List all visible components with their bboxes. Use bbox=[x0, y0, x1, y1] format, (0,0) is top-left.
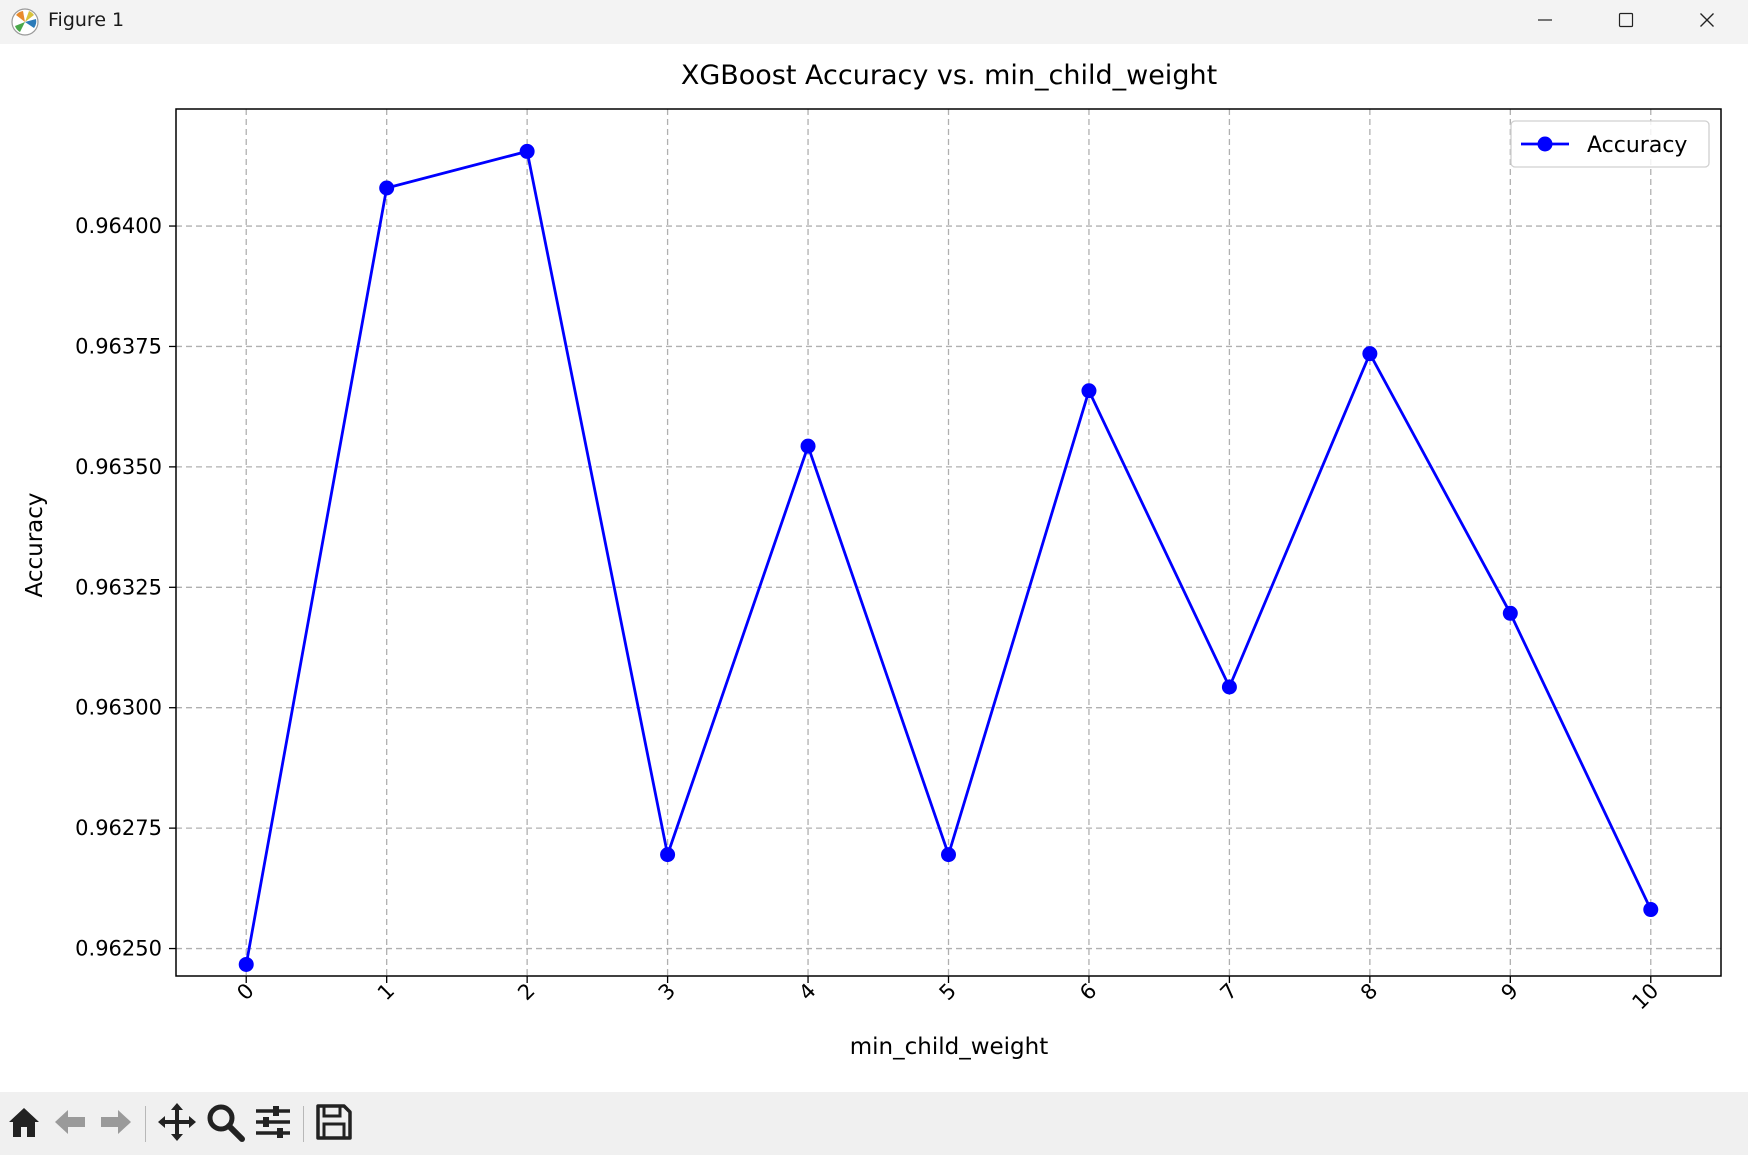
maximize-icon bbox=[1618, 12, 1634, 28]
x-tick-label: 0 bbox=[232, 979, 258, 1005]
data-point bbox=[660, 847, 676, 863]
data-point bbox=[238, 956, 254, 972]
zoom-button[interactable] bbox=[203, 1100, 247, 1144]
x-tick-label: 4 bbox=[794, 979, 820, 1005]
toolbar-separator bbox=[145, 1106, 146, 1142]
matplotlib-logo-icon bbox=[11, 8, 39, 36]
x-tick-label: 9 bbox=[1496, 979, 1522, 1005]
x-tick-label: 2 bbox=[513, 979, 539, 1005]
configure-subplots-icon bbox=[256, 1106, 290, 1138]
legend-marker bbox=[1537, 136, 1553, 152]
back-arrow-icon bbox=[55, 1110, 85, 1134]
forward-button[interactable] bbox=[94, 1100, 138, 1144]
window-title: Figure 1 bbox=[48, 9, 125, 31]
y-tick-label: 0.96300 bbox=[75, 696, 162, 720]
y-axis-label: Accuracy bbox=[22, 492, 48, 597]
minimize-button[interactable] bbox=[1505, 0, 1585, 40]
y-tick-label: 0.96350 bbox=[75, 455, 162, 479]
y-tick-label: 0.96375 bbox=[75, 334, 162, 358]
toolbar-separator bbox=[303, 1106, 304, 1142]
legend-box bbox=[1510, 120, 1710, 168]
y-tick-label: 0.96250 bbox=[75, 937, 162, 961]
x-tick-label: 10 bbox=[1627, 979, 1663, 1015]
x-axis-label: min_child_weight bbox=[850, 1034, 1049, 1060]
forward-arrow-icon bbox=[101, 1110, 131, 1134]
home-icon bbox=[9, 1108, 39, 1137]
window-titlebar: Figure 1 bbox=[0, 0, 1748, 44]
x-tick-label: 3 bbox=[654, 979, 680, 1005]
maximize-button[interactable] bbox=[1586, 0, 1666, 40]
y-tick-label: 0.96400 bbox=[75, 214, 162, 238]
data-point bbox=[941, 847, 956, 863]
x-tick-label: 1 bbox=[373, 979, 399, 1005]
y-tick-label: 0.96325 bbox=[75, 575, 162, 599]
data-point bbox=[1362, 346, 1378, 362]
minimize-icon bbox=[1538, 19, 1552, 21]
y-tick-label: 0.96275 bbox=[75, 816, 162, 840]
data-point bbox=[519, 143, 535, 159]
back-button[interactable] bbox=[48, 1100, 92, 1144]
close-icon bbox=[1700, 13, 1714, 27]
x-tick-label: 8 bbox=[1356, 979, 1382, 1005]
zoom-icon bbox=[207, 1104, 245, 1142]
figure-canvas[interactable]: XGBoost Accuracy vs. min_child_weight mi… bbox=[0, 44, 1748, 1092]
data-point bbox=[379, 180, 395, 196]
x-tick-label: 5 bbox=[935, 979, 961, 1005]
chart-title: XGBoost Accuracy vs. min_child_weight bbox=[681, 60, 1217, 91]
configure-subplots-button[interactable] bbox=[251, 1100, 295, 1144]
data-point bbox=[1502, 605, 1518, 621]
save-icon bbox=[316, 1104, 352, 1140]
pan-button[interactable] bbox=[155, 1100, 199, 1144]
data-point bbox=[800, 438, 816, 454]
pan-icon bbox=[158, 1103, 196, 1141]
x-tick-label: 7 bbox=[1216, 979, 1242, 1005]
x-tick-label: 6 bbox=[1075, 979, 1101, 1005]
data-point bbox=[1221, 679, 1237, 695]
line-chart: XGBoost Accuracy vs. min_child_weight mi… bbox=[22, 60, 1722, 1060]
save-button[interactable] bbox=[312, 1100, 356, 1144]
home-button[interactable] bbox=[2, 1100, 46, 1144]
navigation-toolbar bbox=[0, 1092, 1748, 1155]
data-point bbox=[1081, 383, 1097, 399]
close-button[interactable] bbox=[1667, 0, 1747, 40]
data-point bbox=[1643, 902, 1659, 918]
legend-label: Accuracy bbox=[1587, 133, 1687, 158]
